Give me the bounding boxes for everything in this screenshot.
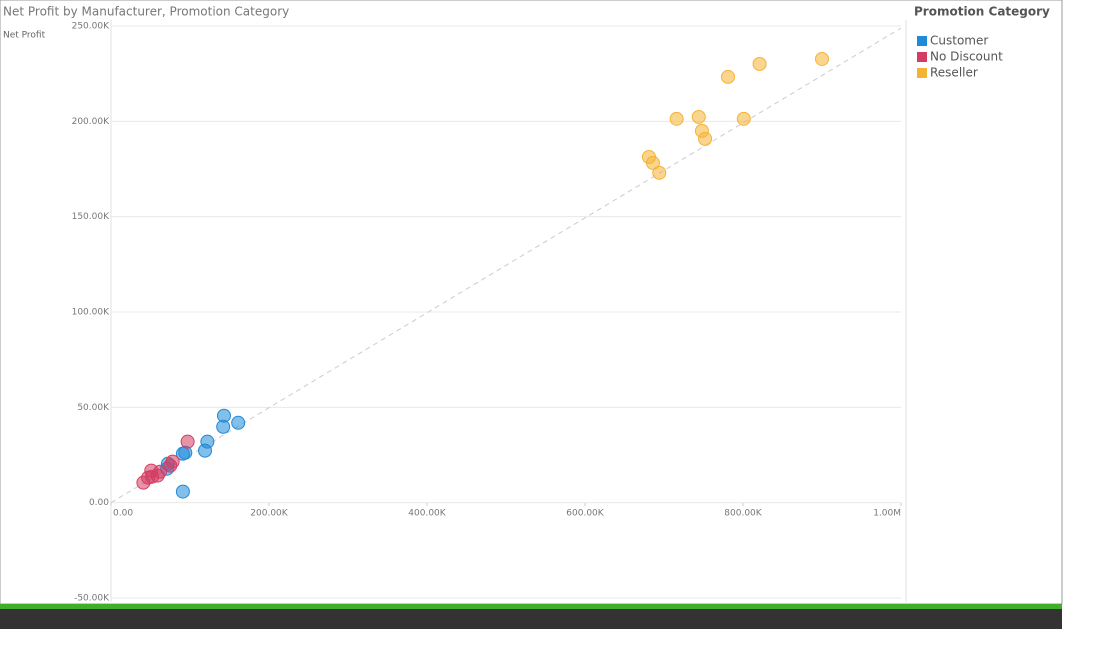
x-tick-label: 800.00K — [724, 509, 762, 519]
x-tick-label: 0.00 — [113, 509, 133, 519]
x-tick-label: 600.00K — [566, 509, 604, 519]
point — [815, 51, 829, 66]
y-tick-label: 250.00K — [72, 22, 110, 32]
legend-label: No Discount — [930, 50, 1003, 64]
point — [163, 458, 178, 473]
y-tick-label: 150.00K — [72, 212, 110, 222]
y-tick-label: 50.00K — [77, 403, 110, 413]
point — [669, 111, 684, 126]
point — [231, 415, 246, 430]
point — [736, 111, 751, 126]
x-tick-label: 1.00M — [873, 509, 901, 519]
panel — [0, 0, 1063, 605]
legend-swatch — [917, 52, 927, 62]
legend-title: Promotion Category — [914, 5, 1050, 19]
point — [175, 484, 190, 499]
point — [645, 155, 660, 170]
legend-swatch — [917, 68, 927, 78]
y-tick-label: -50.00K — [74, 594, 110, 604]
point — [691, 109, 706, 124]
x-tick-label: 400.00K — [408, 509, 446, 519]
point — [752, 56, 767, 71]
point — [136, 475, 151, 490]
x-tick-label: 200.00K — [250, 509, 288, 519]
y-tick-label: 200.00K — [72, 117, 110, 127]
y-axis-label: Net Profit — [3, 31, 46, 41]
point — [698, 131, 713, 146]
legend-label: Customer — [930, 34, 988, 48]
legend-swatch — [917, 36, 927, 46]
point — [216, 419, 231, 434]
y-tick-label: 0.00 — [89, 498, 109, 508]
point — [652, 165, 667, 180]
point — [720, 69, 735, 84]
legend-label: Reseller — [930, 66, 978, 80]
shadow — [0, 609, 1062, 629]
point — [175, 446, 190, 461]
y-tick-label: 100.00K — [72, 308, 110, 318]
point — [198, 443, 213, 458]
chart-title: Net Profit by Manufacturer, Promotion Ca… — [3, 5, 289, 19]
status-bar — [0, 604, 1062, 609]
point — [180, 434, 195, 449]
